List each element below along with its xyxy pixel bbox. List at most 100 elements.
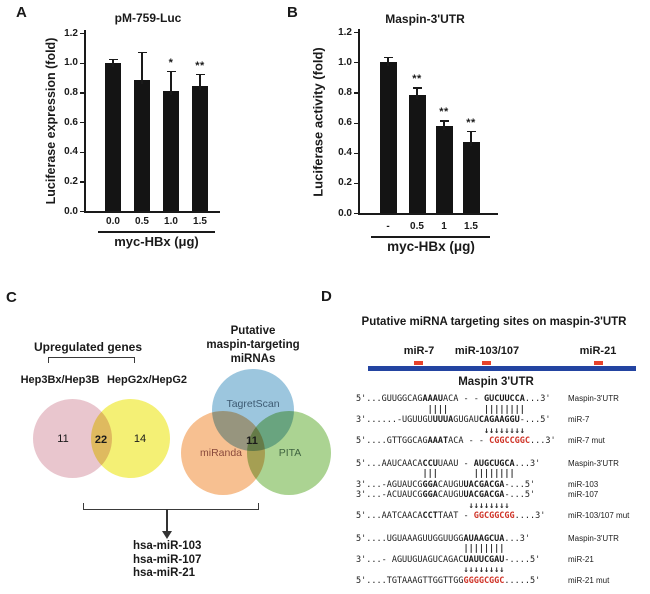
mirna-venn-title-line2: maspin-targeting: [206, 339, 300, 351]
x-category-label: 1.0: [164, 216, 178, 227]
sequence-text: 5'....TGTAAAGTTGGTTGGGGGGCGGC.....5': [356, 575, 541, 586]
error-bar-line: [387, 57, 389, 67]
sequence-label: miR-21: [568, 554, 594, 564]
sequence-row: 3'...- AGUUGUAGUCAGACUAUUCGAU-....5' miR-…: [356, 555, 648, 566]
venn-circle-pita: [247, 411, 331, 495]
error-bar-cap: [166, 70, 176, 73]
y-tick-mark: [354, 213, 358, 215]
sequence-text: 5'...GUUGGCAGAAAUACA - - GUCUUCCA...3': [356, 394, 551, 404]
bar: [163, 90, 179, 211]
y-tick-mark: [354, 32, 358, 34]
y-tick-mark: [354, 152, 358, 154]
sequence-text: |||| ||||||||: [427, 404, 525, 415]
sequence-text: 5'...AAUCAACACCUUAAU - AUGCUGCA...3': [356, 458, 541, 469]
chart-b-y-axis-label: Luciferase activity (fold): [310, 47, 326, 197]
sequence-label: miR-21 mut: [568, 575, 610, 585]
y-tick-mark: [80, 151, 84, 153]
pairing-marks-row: ↓↓↓↓↓↓↓↓: [356, 565, 648, 576]
venn-label-miranda: miRanda: [199, 447, 243, 459]
sequence-text: ||| ||||||||: [422, 469, 515, 479]
error-bar-line: [112, 59, 114, 67]
x-category-label: 0.5: [410, 221, 424, 232]
sequence-label: miR-103: [568, 479, 599, 489]
venn-label-pita: PITA: [278, 447, 302, 459]
y-tick-mark: [354, 92, 358, 94]
mirna-venn-title-line1: Putative: [230, 325, 276, 337]
error-bar-cap: [137, 51, 147, 54]
chart-a-x-axis-label: myc-HBx (μg): [114, 234, 199, 249]
venn-count-mirna-overlap: 11: [246, 435, 258, 447]
x-axis-line: [358, 213, 498, 215]
error-bar-line: [199, 74, 201, 91]
sequence-row: 5'...AATCAACACCTTAAT - GGCGGCGG....3' miR…: [356, 511, 648, 522]
x-category-label: -: [386, 221, 390, 232]
chart-b-x-axis-label: myc-HBx (μg): [387, 239, 475, 254]
bar: [408, 95, 426, 213]
mirna-venn-title-line3: miRNAs: [230, 353, 276, 365]
sequence-label: Maspin-3'UTR: [568, 394, 619, 403]
sequence-label: Maspin-3'UTR: [568, 533, 619, 543]
chart-b-x-group-line: [371, 236, 490, 238]
sequence-label: miR-107: [568, 490, 599, 499]
y-tick-mark: [80, 122, 84, 124]
x-category-label: 1.5: [464, 221, 478, 232]
venn-circle-hepg2x: [91, 399, 170, 478]
venn-set-label-hep3bx: Hep3Bx/Hep3B: [20, 374, 100, 386]
x-category-label: 0.5: [135, 216, 149, 227]
upregulated-bracket: [48, 357, 135, 363]
sequence-label: miR-103/107 mut: [568, 511, 630, 520]
venn-set-label-hepg2x: HepG2x/HepG2: [106, 374, 188, 386]
significance-star: **: [439, 105, 449, 118]
significance-star: **: [466, 116, 476, 129]
sequence-text: ↓↓↓↓↓↓↓↓: [483, 425, 525, 436]
pairing-marks-row: ↓↓↓↓↓↓↓↓: [356, 501, 648, 512]
bar: [192, 86, 208, 211]
y-tick-label: 0.4: [64, 146, 78, 158]
site-label-mir7: miR-7: [403, 345, 435, 357]
significance-star: *: [168, 56, 174, 69]
alignment-block: 5'...GUUGGCAGAAAUACA - - GUCUUCCA...3' Ma…: [356, 394, 648, 447]
sequence-row: 5'...AAUCAACACCUUAAU - AUGCUGCA...3' Masp…: [356, 459, 648, 470]
sequence-row: 3'......-UGUUGUUUUAGUGAUCAGAAGGU-...5' mi…: [356, 415, 648, 426]
sequence-alignment-area: 5'...GUUGGCAGAAAUACA - - GUCUUCCA...3' Ma…: [356, 394, 648, 594]
venn-count-hepg2x-only: 14: [133, 433, 147, 445]
y-tick-label: 0.6: [64, 116, 78, 128]
target-site-marker-mir103-107: [482, 361, 491, 365]
error-bar-line: [416, 87, 418, 100]
chart-b-title: Maspin-3'UTR: [385, 12, 465, 26]
sequence-text: 5'...AATCAACACCTTAAT - GGCGGCGG....3': [356, 511, 546, 521]
y-tick-mark: [354, 62, 358, 64]
y-tick-mark: [80, 62, 84, 64]
sequence-text: ↓↓↓↓↓↓↓↓: [468, 500, 510, 511]
sequence-text: 3'...-ACUAUCGGGACAUGUUACGACGA-...5': [356, 490, 536, 500]
error-bar-cap: [466, 130, 476, 133]
sequence-text: 5'....UGUAAAGUUGGUUGGAUAAGCUA...3': [356, 533, 531, 544]
error-bar-cap: [412, 87, 422, 89]
x-axis-line: [84, 211, 220, 213]
y-tick-label: 1.0: [64, 57, 78, 69]
error-bar-cap: [108, 59, 118, 61]
alignment-block: 5'...AAUCAACACCUUAAU - AUGCUGCA...3' Masp…: [356, 459, 648, 522]
y-tick-mark: [354, 182, 358, 185]
venn-count-overlap: 22: [94, 434, 108, 446]
site-label-mir103-107: miR-103/107: [454, 345, 520, 357]
site-label-mir21: miR-21: [579, 345, 617, 357]
venn-count-hep3bx-only: 11: [57, 433, 69, 445]
panel-d-label: D: [321, 288, 332, 305]
target-site-marker-mir21: [594, 361, 603, 365]
x-category-label: 1.5: [193, 216, 207, 227]
error-bar-line: [443, 120, 445, 130]
panel-d-title: Putative miRNA targeting sites on maspin…: [361, 316, 627, 328]
x-category-label: 1: [441, 221, 447, 232]
result-mirna-1: hsa-miR-103: [133, 540, 202, 552]
y-tick-label: 0.8: [64, 86, 78, 98]
bar: [462, 142, 480, 213]
target-site-marker-mir7: [414, 361, 423, 365]
chart-a-x-group-line: [98, 231, 215, 233]
y-tick-label: 1.0: [338, 56, 352, 68]
sequence-row: 5'....TGTAAAGTTGGTTGGGGGGCGGC.....5' miR-…: [356, 576, 648, 587]
error-bar-cap: [195, 73, 205, 76]
pairing-marks-row: ||| ||||||||: [356, 469, 648, 480]
result-mirna-3: hsa-miR-21: [133, 567, 195, 579]
